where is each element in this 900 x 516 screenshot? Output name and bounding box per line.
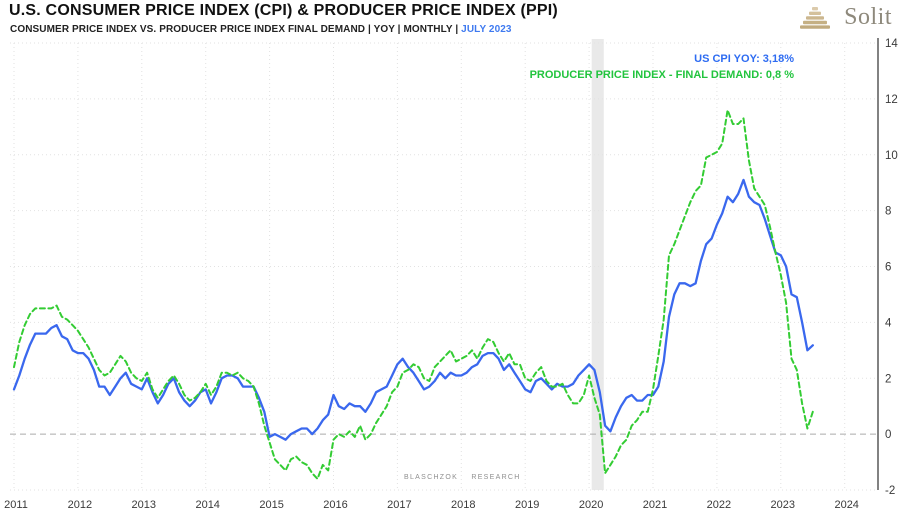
recession-band bbox=[591, 39, 604, 490]
svg-text:2020: 2020 bbox=[579, 499, 603, 511]
subtitle-text: CONSUMER PRICE INDEX VS. PRODUCER PRICE … bbox=[10, 24, 462, 35]
svg-text:4: 4 bbox=[885, 317, 892, 329]
horizontal-gridlines bbox=[10, 42, 878, 491]
vertical-gridlines bbox=[13, 43, 846, 490]
svg-text:2013: 2013 bbox=[132, 499, 156, 511]
x-axis-labels: 2011 2012 2013 2014 2015 2016 2017 2018 2019 2020… bbox=[4, 499, 859, 511]
logo-text: Solit bbox=[844, 4, 892, 30]
svg-text:-2: -2 bbox=[885, 485, 895, 497]
chart-subtitle: CONSUMER PRICE INDEX VS. PRODUCER PRICE … bbox=[10, 24, 512, 35]
svg-text:8: 8 bbox=[885, 206, 891, 218]
svg-text:2024: 2024 bbox=[834, 499, 858, 511]
svg-text:14: 14 bbox=[885, 38, 898, 50]
svg-text:2015: 2015 bbox=[259, 499, 283, 511]
cpi-line bbox=[12, 178, 814, 441]
svg-text:2022: 2022 bbox=[707, 499, 731, 511]
solit-logo: Solit bbox=[798, 4, 892, 31]
svg-text:2021: 2021 bbox=[643, 499, 667, 511]
svg-text:2017: 2017 bbox=[387, 499, 411, 511]
legend-ppi: PRODUCER PRICE INDEX - FINAL DEMAND: 0,8… bbox=[529, 69, 794, 81]
svg-text:2018: 2018 bbox=[451, 499, 475, 511]
ppi-line bbox=[13, 109, 814, 480]
legend-cpi: US CPI YOY: 3,18% bbox=[694, 53, 794, 65]
page-title: U.S. CONSUMER PRICE INDEX (CPI) & PRODUC… bbox=[9, 2, 558, 19]
svg-text:6: 6 bbox=[885, 262, 891, 274]
svg-text:2: 2 bbox=[885, 373, 891, 385]
svg-text:0: 0 bbox=[885, 429, 891, 441]
svg-text:2023: 2023 bbox=[771, 499, 795, 511]
svg-text:2011: 2011 bbox=[4, 499, 28, 511]
svg-text:12: 12 bbox=[885, 94, 898, 106]
svg-text:2014: 2014 bbox=[195, 499, 219, 511]
svg-text:2012: 2012 bbox=[68, 499, 92, 511]
svg-text:10: 10 bbox=[885, 150, 898, 162]
svg-text:2016: 2016 bbox=[323, 499, 347, 511]
watermark: BLASCHZOK RESEARCH bbox=[404, 474, 521, 481]
pyramid-icon bbox=[800, 6, 831, 29]
svg-text:2019: 2019 bbox=[515, 499, 539, 511]
subtitle-period: JULY 2023 bbox=[461, 24, 512, 35]
y-axis-labels: 14 12 10 8 6 4 2 0 -2 bbox=[885, 38, 898, 497]
chart-legend: US CPI YOY: 3,18% PRODUCER PRICE INDEX -… bbox=[530, 51, 794, 83]
